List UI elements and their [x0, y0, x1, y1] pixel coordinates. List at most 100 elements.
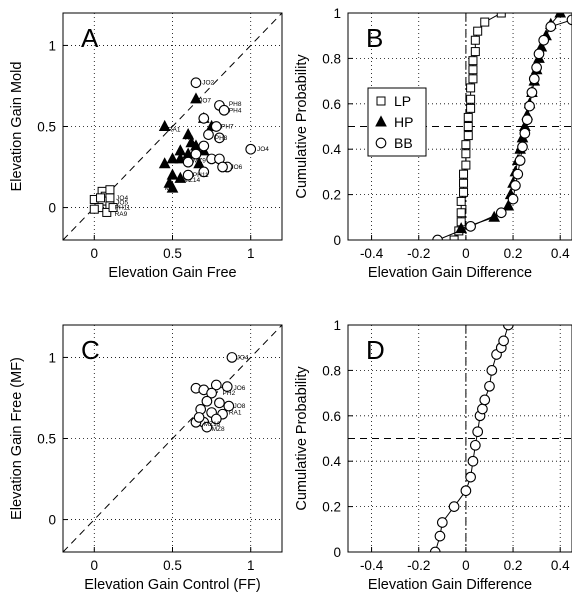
data-point: [526, 87, 538, 98]
data-point: [469, 439, 481, 451]
point-label: RA1: [168, 127, 181, 134]
data-point: [470, 35, 480, 45]
plot-content: [348, 13, 572, 240]
data-point: [465, 471, 476, 483]
data-point: [512, 168, 524, 180]
data-point: [456, 208, 466, 218]
data-point: [102, 207, 112, 217]
data-point: [461, 149, 471, 159]
data-point: [510, 180, 521, 191]
data-point: [456, 196, 466, 206]
x-tick-label: -0.2: [407, 558, 430, 573]
point-label: JO8: [234, 403, 246, 410]
x-tick-label: 0.4: [551, 246, 570, 261]
point-label: RA9: [115, 211, 128, 218]
data-point: [460, 485, 472, 497]
data-point: [467, 455, 479, 467]
data-point: [434, 530, 446, 542]
data-point: [486, 365, 498, 376]
x-tick-label: 0.5: [163, 558, 182, 573]
data-point: [468, 65, 478, 75]
panel-d: -0.4 -0.2 0 0.2 0.4 0 0.2 0.4 0.6 0.8 1 Elevation G…: [294, 318, 572, 593]
y-tick-label: 1: [48, 38, 56, 53]
x-tick-label: -0.4: [360, 558, 384, 573]
y-tick-label: 0: [48, 513, 56, 528]
data-point: [201, 421, 213, 433]
y-axis-label: Cumulative Probability: [294, 54, 310, 199]
identity-line: [63, 325, 282, 552]
y-axis-label: Elevation Gain Free (MF): [9, 357, 25, 520]
point-label: JO2: [202, 80, 214, 87]
data-point: [459, 187, 469, 197]
legend-label: HP: [394, 114, 413, 130]
data-point: [472, 426, 484, 438]
data-point: [182, 156, 194, 168]
point-label: JO5: [116, 200, 128, 207]
data-point: [466, 94, 476, 104]
data-point: [455, 222, 468, 234]
x-tick-label: -0.2: [407, 246, 430, 261]
series-0: [429, 325, 514, 552]
data-point: [190, 148, 202, 160]
point-label: JO6: [234, 385, 246, 392]
data-point: [466, 103, 476, 113]
data-point: [468, 56, 478, 66]
point-label: PH8: [229, 101, 242, 108]
x-axis-label: Elevation Gain Difference: [368, 265, 532, 281]
y-tick-label: 0.4: [322, 454, 341, 469]
plot-content: JO4JO5PH11RA9JO7RA1MZ14MZRAJO2PH8PH4PH7P…: [63, 13, 282, 240]
data-point: [524, 100, 535, 112]
point-label: MZ8: [212, 426, 225, 433]
x-tick-label: 0.2: [504, 558, 523, 573]
y-axis-label: Cumulative Probability: [294, 366, 310, 511]
axes-frame: [347, 324, 572, 553]
ticks: -0.4 -0.2 0 0.2 0.4 0 0.2 0.4 0.6 0.8 1: [322, 318, 570, 573]
data-point: [463, 112, 473, 122]
data-point: [521, 114, 533, 126]
x-tick-label: -0.4: [360, 246, 384, 261]
data-point: [466, 83, 476, 93]
y-tick-label: 0.2: [322, 500, 341, 515]
legend-marker: [375, 137, 387, 149]
data-point: [210, 379, 222, 391]
data-point: [193, 412, 205, 423]
legend-marker: [376, 96, 386, 106]
data-point: [210, 121, 222, 132]
axes-frame: [347, 12, 572, 241]
panel-letter: C: [81, 335, 100, 365]
y-tick-label: 1: [333, 6, 341, 21]
data-point: [465, 221, 476, 232]
data-point: [531, 62, 542, 73]
plot-content: [348, 325, 572, 552]
data-point: [96, 193, 106, 203]
x-tick-label: 0.4: [551, 558, 570, 573]
point-label: RA: [185, 135, 195, 142]
data-point: [479, 394, 491, 406]
panel-letter: B: [366, 23, 383, 53]
y-tick-label: 0.4: [322, 142, 341, 157]
point-label: PH4: [229, 107, 242, 114]
y-tick-label: 0.5: [37, 432, 56, 447]
data-point: [190, 92, 202, 104]
point-label: PH11: [193, 172, 209, 179]
data-point: [193, 157, 205, 169]
legend: LP HP BB: [367, 87, 427, 157]
data-point: [245, 143, 257, 155]
data-point: [528, 73, 540, 85]
data-point: [538, 34, 550, 46]
data-point: [163, 176, 176, 188]
point-label: MZ14: [183, 177, 200, 184]
data-point: [89, 204, 99, 214]
x-tick-label: 1: [247, 558, 255, 573]
point-label: MZ: [165, 185, 174, 192]
y-tick-label: 0.2: [322, 188, 341, 203]
data-point: [214, 397, 225, 409]
data-point: [210, 413, 222, 425]
data-point: [468, 74, 478, 84]
data-point: [514, 155, 526, 166]
data-point: [459, 178, 469, 188]
